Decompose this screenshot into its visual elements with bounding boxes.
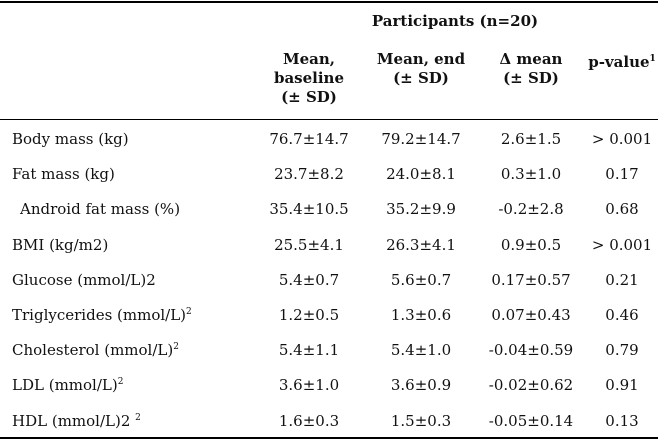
baseline-value: 1.6±0.3 — [278, 411, 340, 430]
column-header-line: (± SD) — [281, 88, 337, 106]
row-label: Triglycerides (mmol/L)2 — [12, 306, 192, 324]
baseline-value: 25.5±4.1 — [274, 235, 344, 254]
p-value: > 0.001 — [591, 235, 653, 254]
row-label-text: Cholesterol (mmol/L) — [12, 341, 174, 360]
end-value: 79.2±14.7 — [381, 130, 461, 148]
column-header-line: Mean, end — [376, 50, 466, 68]
column-header-baseline: Mean, baseline (± SD) — [252, 50, 366, 107]
delta-value: -0.05±0.14 — [488, 411, 574, 430]
column-header-text: p-value — [588, 53, 650, 71]
column-header-end: Mean, end (± SD) — [366, 50, 476, 88]
p-value: 0.17 — [605, 165, 639, 184]
footnote-marker: 2 — [117, 377, 124, 388]
delta-value: 0.07±0.43 — [491, 306, 571, 324]
delta-value: 2.6±1.5 — [500, 130, 562, 148]
footnote-marker: 2 — [135, 412, 141, 423]
group-header: Participants (n=20) — [371, 12, 539, 30]
row-label-text: Triglycerides (mmol/L) — [12, 306, 187, 324]
row-label-text: Android fat mass (%) — [20, 200, 181, 219]
end-value: 1.3±0.6 — [390, 306, 452, 324]
delta-value: -0.2±2.8 — [498, 200, 564, 219]
baseline-value: 1.2±0.5 — [278, 306, 340, 324]
column-header-delta: Δ mean (± SD) — [476, 50, 586, 88]
column-header-line: Mean, — [283, 50, 335, 68]
row-label-text: LDL (mmol/L) — [12, 376, 118, 395]
column-header-line: p-value1 — [586, 50, 658, 72]
column-header-line: (± SD) — [503, 69, 559, 87]
baseline-value: 23.7±8.2 — [274, 165, 344, 184]
table-row: Body mass (kg) 76.7±14.7 79.2±14.7 2.6±1.5 >… — [0, 122, 658, 156]
row-label: BMI (kg/m2) — [12, 236, 108, 254]
row-label: Fat mass (kg) — [12, 165, 115, 183]
footnote-marker: 1 — [649, 54, 656, 64]
delta-value: 0.9±0.5 — [500, 235, 562, 254]
delta-value: 0.3±1.0 — [500, 165, 562, 184]
footnote-marker: 2 — [173, 342, 179, 353]
table-row: Fat mass (kg) 23.7±8.2 24.0±8.1 0.3±1.0 0.17 — [0, 157, 658, 191]
baseline-value: 5.4±1.1 — [278, 341, 340, 360]
row-label: HDL (mmol/L)2 2 — [12, 412, 141, 430]
row-label: Glucose (mmol/L)2 — [12, 271, 156, 289]
column-header-line: (± SD) — [393, 69, 449, 87]
delta-value: 0.17±0.57 — [491, 270, 571, 289]
table-row: BMI (kg/m2) 25.5±4.1 26.3±4.1 0.9±0.5 > 0.00… — [0, 228, 658, 262]
table-bottom-rule — [0, 437, 658, 439]
row-label: Android fat mass (%) — [20, 200, 180, 218]
table-row: HDL (mmol/L)2 2 1.6±0.3 1.5±0.3 -0.05±0.14 0… — [0, 404, 658, 438]
header-rule — [0, 119, 658, 120]
row-label-text: Glucose (mmol/L)2 — [12, 270, 156, 289]
table-row: Android fat mass (%) 35.4±10.5 35.2±9.9 -0.… — [0, 192, 658, 226]
baseline-value: 76.7±14.7 — [269, 130, 349, 148]
row-label-text: HDL (mmol/L)2 — [12, 411, 136, 430]
baseline-value: 35.4±10.5 — [269, 200, 349, 219]
table-row: Cholesterol (mmol/L)2 5.4±1.1 5.4±1.0 -0.04… — [0, 333, 658, 367]
delta-value: -0.02±0.62 — [488, 376, 574, 395]
end-value: 24.0±8.1 — [386, 165, 456, 184]
p-value: > 0.001 — [591, 130, 653, 148]
delta-value: -0.04±0.59 — [488, 341, 574, 360]
row-label-text: Fat mass (kg) — [12, 165, 115, 184]
p-value: 0.91 — [605, 376, 639, 395]
end-value: 5.4±1.0 — [390, 341, 452, 360]
table-row: LDL (mmol/L)2 3.6±1.0 3.6±0.9 -0.02±0.62 0.9… — [0, 368, 658, 402]
end-value: 1.5±0.3 — [390, 411, 452, 430]
table-row: Triglycerides (mmol/L)2 1.2±0.5 1.3±0.6 0.0… — [0, 298, 658, 332]
table-row: Glucose (mmol/L)2 5.4±0.7 5.6±0.7 0.17±0.57… — [0, 263, 658, 297]
baseline-value: 3.6±1.0 — [278, 376, 340, 395]
column-header-line: Δ mean — [499, 50, 563, 68]
row-label: Body mass (kg) — [12, 130, 129, 148]
end-value: 35.2±9.9 — [386, 200, 456, 219]
column-header-line: baseline — [273, 69, 345, 87]
row-label-text: BMI (kg/m2) — [12, 235, 109, 254]
p-value: 0.13 — [605, 411, 639, 430]
p-value: 0.46 — [605, 306, 639, 324]
p-value: 0.79 — [605, 341, 639, 360]
row-label: LDL (mmol/L)2 — [12, 376, 123, 394]
column-header-p-value: p-value1 — [586, 50, 658, 72]
footnote-marker: 2 — [186, 307, 192, 317]
table-top-rule — [0, 1, 658, 3]
p-value: 0.21 — [605, 270, 639, 289]
p-value: 0.68 — [605, 200, 639, 219]
row-label-text: Body mass (kg) — [12, 130, 129, 148]
baseline-value: 5.4±0.7 — [278, 270, 340, 289]
end-value: 5.6±0.7 — [390, 270, 452, 289]
row-label: Cholesterol (mmol/L)2 — [12, 341, 179, 359]
end-value: 3.6±0.9 — [390, 376, 452, 395]
end-value: 26.3±4.1 — [386, 235, 456, 254]
